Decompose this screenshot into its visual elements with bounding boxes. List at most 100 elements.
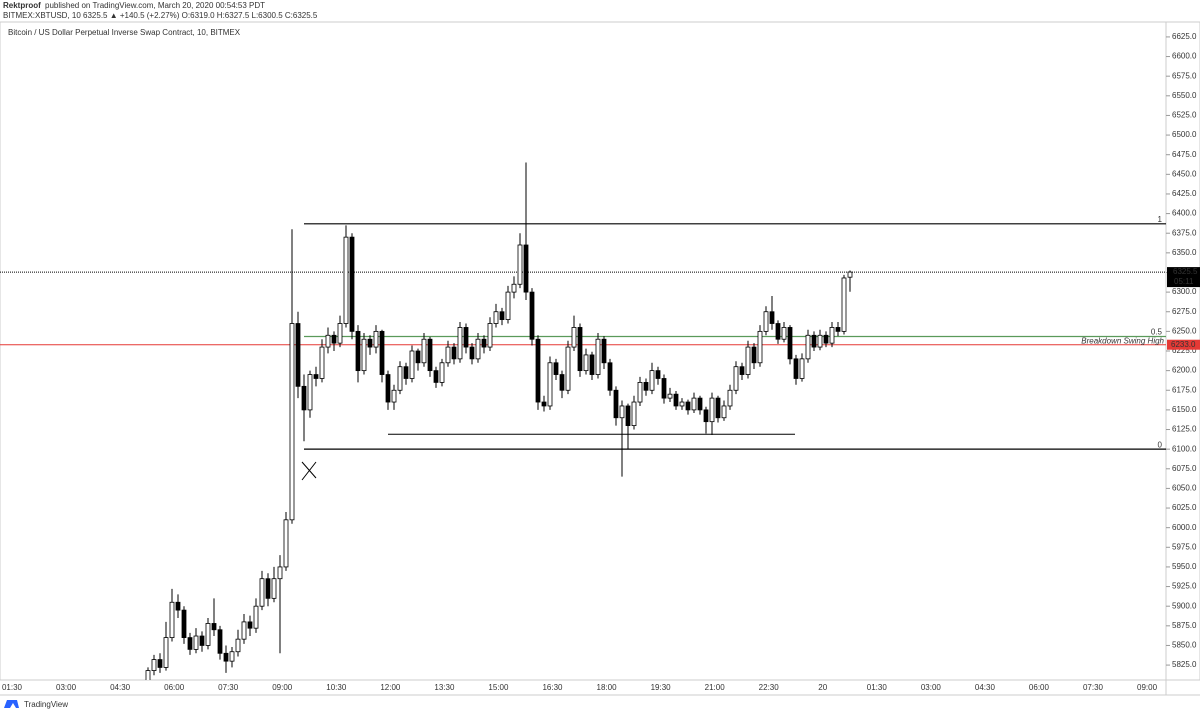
candle-body (151, 659, 157, 671)
candle-body (751, 346, 757, 364)
candle-body (517, 244, 523, 285)
candle-body (715, 397, 721, 419)
candle-body (841, 277, 847, 332)
candle-body (691, 397, 697, 411)
candle-body (661, 378, 667, 399)
y-tick-label: 6550.0 (1172, 91, 1197, 100)
candle-body (229, 651, 235, 662)
candle-body (427, 338, 433, 372)
fib-label: 1 (1158, 215, 1163, 224)
candle-body (319, 346, 325, 379)
y-tick-label: 5850.0 (1172, 641, 1197, 650)
candle-body (463, 327, 469, 348)
y-tick-label: 5825.0 (1172, 660, 1197, 669)
candle-body (655, 370, 661, 379)
candle-body (529, 291, 535, 340)
candle-body (211, 623, 217, 631)
candle-body (613, 389, 619, 419)
candle-body (367, 338, 373, 348)
candle-body (193, 635, 199, 650)
candle-body (631, 401, 637, 426)
red-price-box (1167, 339, 1200, 350)
candle-body (781, 327, 787, 340)
candle-body (217, 629, 223, 654)
candle-body (835, 327, 841, 332)
fib-label: 0 (1158, 440, 1163, 449)
candle-body (733, 366, 739, 391)
x-tick-label: 04:30 (975, 683, 996, 692)
candle-body (349, 236, 355, 332)
candle-body (649, 370, 655, 391)
candle-body (493, 311, 499, 324)
candle-body (739, 366, 745, 375)
y-tick-label: 5975.0 (1172, 542, 1197, 551)
candle-body (475, 338, 481, 360)
candle-body (667, 393, 673, 399)
candle-body (607, 362, 613, 391)
candle-body (685, 401, 691, 411)
candle-body (505, 291, 511, 320)
candle-body (763, 311, 769, 332)
y-tick-label: 6250.0 (1172, 326, 1197, 335)
published: published on TradingView.com, March 20, … (45, 1, 265, 10)
candle-body (361, 338, 367, 372)
x-tick-label: 20 (818, 683, 827, 692)
candle-body (775, 323, 781, 340)
y-tick-label: 6150.0 (1172, 405, 1197, 414)
y-tick-label: 6575.0 (1172, 71, 1197, 80)
candle-body (391, 389, 397, 403)
candle-body (247, 621, 253, 629)
y-tick-label: 5900.0 (1172, 601, 1197, 610)
x-tick-label: 16:30 (542, 683, 563, 692)
candle-body (847, 271, 853, 278)
x-tick-label: 10:30 (326, 683, 347, 692)
candle-body (181, 609, 187, 638)
candle-body (703, 409, 709, 423)
candle-body (823, 334, 829, 344)
x-tick-label: 15:00 (488, 683, 509, 692)
y-tick-label: 6075.0 (1172, 464, 1197, 473)
candle-body (343, 236, 349, 324)
candle-body (553, 362, 559, 375)
candle-body (307, 374, 313, 411)
candle-body (697, 397, 703, 411)
y-tick-label: 6275.0 (1172, 307, 1197, 316)
candle-body (799, 358, 805, 379)
y-tick-label: 5925.0 (1172, 582, 1197, 591)
x-tick-label: 07:30 (1083, 683, 1104, 692)
candle-body (295, 323, 301, 387)
candle-body (241, 621, 247, 640)
y-tick-label: 6500.0 (1172, 130, 1197, 139)
candle-body (289, 323, 295, 521)
candle-body (679, 401, 685, 407)
candle-body (787, 327, 793, 360)
candle-body (601, 338, 607, 364)
y-tick-label: 6225.0 (1172, 346, 1197, 355)
candle-body (385, 374, 391, 403)
candle-body (403, 366, 409, 379)
y-tick-label: 6175.0 (1172, 385, 1197, 394)
candle-body (535, 338, 541, 403)
candle-body (523, 244, 529, 293)
candle-body (313, 374, 319, 379)
candle-body (373, 330, 379, 348)
author: Rektproof (3, 1, 41, 10)
x-tick-label: 09:00 (272, 683, 293, 692)
x-tick-label: 13:30 (434, 683, 455, 692)
candle-body (205, 623, 211, 646)
candle-body (355, 330, 361, 372)
candle-body (379, 330, 385, 375)
countdown: 05:11 (1174, 277, 1194, 286)
candle-body (283, 519, 289, 568)
last-price-label: 6325.5 (1173, 267, 1198, 276)
y-tick-label: 6350.0 (1172, 248, 1197, 257)
footer: TradingView (24, 700, 68, 709)
logo (4, 700, 19, 708)
x-tick-label: 09:00 (1137, 683, 1158, 692)
candle-body (709, 397, 715, 423)
y-tick-label: 6300.0 (1172, 287, 1197, 296)
y-tick-label: 5950.0 (1172, 562, 1197, 571)
y-tick-label: 5875.0 (1172, 621, 1197, 630)
x-tick-label: 01:30 (867, 683, 888, 692)
candle-body (331, 334, 337, 344)
